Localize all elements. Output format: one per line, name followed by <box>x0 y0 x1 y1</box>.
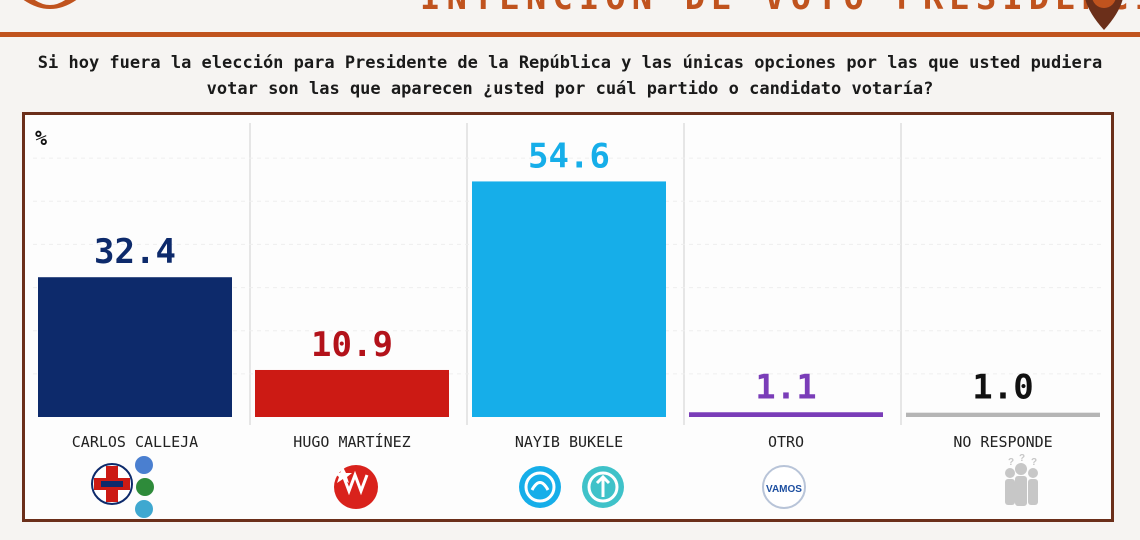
vamos-party-icon: VAMOS <box>762 465 806 509</box>
svg-text:?: ? <box>1008 457 1014 468</box>
header-divider <box>0 32 1140 37</box>
arena-party-icon <box>91 463 133 505</box>
category-label: OTRO <box>768 433 804 451</box>
data-label: 1.1 <box>755 367 816 407</box>
data-label: 32.4 <box>94 232 176 272</box>
people-question-icon: ? ? ? <box>1005 453 1038 506</box>
pdc-party-icon <box>136 478 154 496</box>
bar <box>906 412 1100 417</box>
bars: 32.4 CARLOS CALLEJA 10.9 HUGO MARTÍNEZ 54.6 N… <box>38 136 1100 451</box>
svg-text:?: ? <box>1019 453 1025 464</box>
data-label: 1.0 <box>972 368 1033 408</box>
data-label: 54.6 <box>528 136 610 176</box>
fmln-party-icon <box>334 465 378 509</box>
chart-frame: % 32.4 CARLOS CALLEJA 10.9 HUGO MARTÍNEZ 54.… <box>22 112 1114 522</box>
data-label: 10.9 <box>311 325 393 365</box>
party-logo-icon <box>23 0 77 9</box>
location-pin-icon <box>1085 0 1123 30</box>
nuevas-ideas-party-icon <box>519 466 561 508</box>
unit-label: % <box>35 126 47 150</box>
bar <box>38 277 232 417</box>
dc-party-icon <box>135 500 153 518</box>
bar <box>472 181 666 417</box>
survey-question: Si hoy fuera la elección para Presidente… <box>37 53 1103 99</box>
category-label: CARLOS CALLEJA <box>72 433 198 451</box>
top-bar: INTENCIÓN DE VOTO PRESIDENCIAL <box>0 0 1140 36</box>
category-label: HUGO MARTÍNEZ <box>293 432 410 451</box>
pcn-party-icon <box>135 456 153 474</box>
svg-text:VAMOS: VAMOS <box>766 484 802 495</box>
bar <box>689 412 883 417</box>
bar <box>255 369 449 417</box>
category-label: NO RESPONDE <box>953 433 1052 451</box>
svg-text:?: ? <box>1031 457 1037 468</box>
page-title: INTENCIÓN DE VOTO PRESIDENCIAL <box>420 0 1140 18</box>
party-logos: VAMOS ? ? ? <box>91 453 1038 518</box>
category-label: NAYIB BUKELE <box>515 433 623 451</box>
bar-chart: % 32.4 CARLOS CALLEJA 10.9 HUGO MARTÍNEZ 54.… <box>33 123 1103 518</box>
gana-party-icon <box>582 466 624 508</box>
